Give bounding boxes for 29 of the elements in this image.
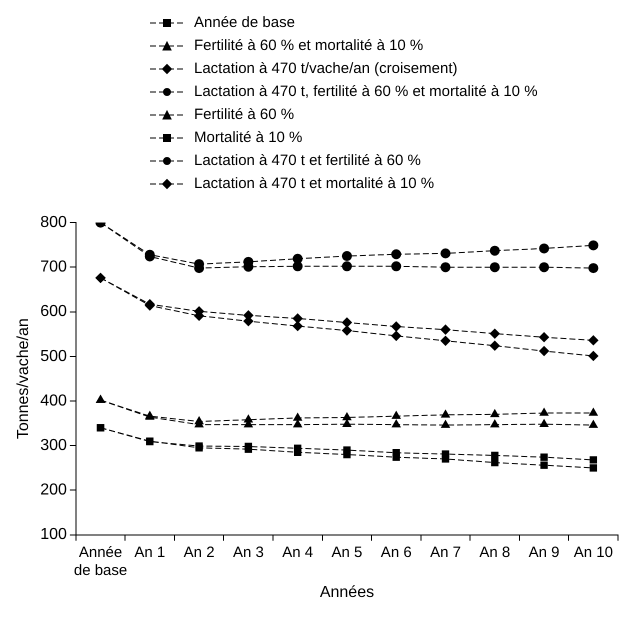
legend-label: Lactation à 470 t, fertilité à 60 % et mortalité à 10 % <box>194 83 538 100</box>
x-tick-label: An 4 <box>282 544 314 561</box>
legend-label: Année de base <box>194 14 295 31</box>
legend-label: Lactation à 470 t/vache/an (croisement) <box>194 60 458 77</box>
x-tick-label: An 3 <box>232 544 264 561</box>
x-tick-label: An 2 <box>184 544 215 561</box>
x-axis-title: Années <box>320 584 374 601</box>
x-tick-label: Année de base <box>74 544 128 579</box>
legend-label: Mortalité à 10 % <box>194 129 302 146</box>
legend-label: Lactation à 470 t et mortalité à 10 % <box>194 175 434 192</box>
x-tick-label: An 6 <box>380 544 412 561</box>
x-tick-label: An 1 <box>134 544 166 561</box>
x-tick-label: An 8 <box>479 544 510 561</box>
legend-label: Lactation à 470 t et fertilité à 60 % <box>194 152 421 169</box>
y-tick-label: 700 <box>40 258 67 276</box>
x-tick-label: An 10 <box>574 544 613 561</box>
y-tick-label: 400 <box>40 392 67 410</box>
y-tick-label: 100 <box>40 526 67 544</box>
x-tick-label: An 9 <box>528 544 560 561</box>
y-tick-label: 200 <box>40 482 67 499</box>
x-tick-label: An 5 <box>332 544 362 561</box>
y-tick-label: 300 <box>40 437 67 454</box>
y-axis-title: Tonnes/vache/an <box>15 318 32 440</box>
legend-label: Fertilité à 60 % <box>194 106 294 123</box>
y-tick-label: 600 <box>40 303 67 320</box>
x-tick-label: An 7 <box>430 544 461 561</box>
y-tick-label: 500 <box>40 348 67 365</box>
y-tick-label: 800 <box>40 214 67 232</box>
legend-label: Fertilité à 60 % et mortalité à 10 % <box>194 37 424 54</box>
